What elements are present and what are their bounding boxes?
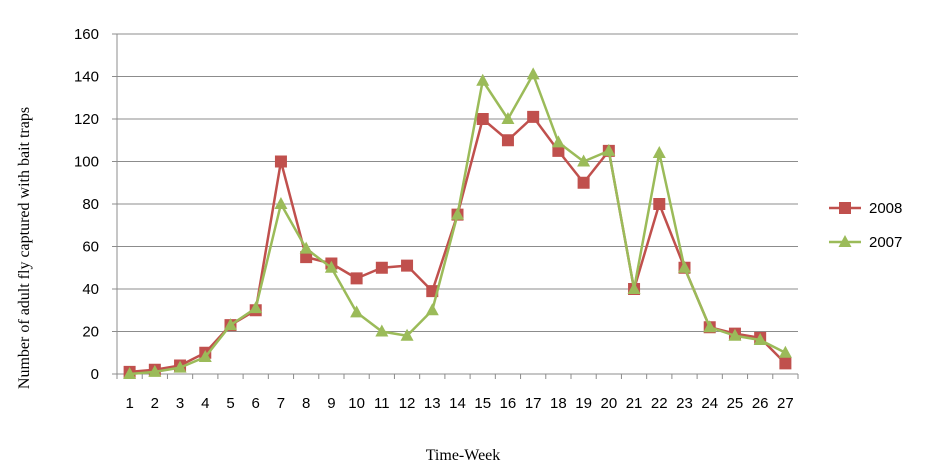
x-tick-label: 21 <box>626 395 643 412</box>
legend-label: 2007 <box>869 234 902 251</box>
x-tick-label: 7 <box>277 395 285 412</box>
data-point-2008 <box>552 144 565 157</box>
x-tick-label: 26 <box>752 395 769 412</box>
x-axis-title: Time-Week <box>426 447 501 464</box>
data-point-2007 <box>501 112 515 124</box>
data-point-2008 <box>300 251 313 264</box>
y-tick-label: 160 <box>74 26 99 43</box>
data-point-2007 <box>703 320 717 333</box>
series-2007 <box>123 67 792 379</box>
y-tick-label: 140 <box>74 69 99 86</box>
x-tick-label: 11 <box>374 395 390 412</box>
series-lines <box>123 67 792 379</box>
x-tick-label: 22 <box>651 395 668 412</box>
y-tick-label: 120 <box>74 111 99 128</box>
data-point-2007 <box>224 318 237 331</box>
data-point-2007 <box>148 364 162 377</box>
series-2008 <box>123 110 792 378</box>
data-point-2008 <box>527 110 540 123</box>
x-tick-label: 8 <box>302 395 310 412</box>
data-point-2008 <box>779 357 792 370</box>
data-point-2007 <box>173 360 187 373</box>
legend-item-2007: 2007 <box>829 234 902 251</box>
x-tick-label: 9 <box>327 395 335 412</box>
axes <box>112 33 799 379</box>
legend-marker <box>838 235 852 247</box>
x-tick-label: 25 <box>727 395 744 412</box>
data-point-2007 <box>577 154 591 167</box>
data-point-2008 <box>350 272 363 285</box>
legend-marker <box>839 202 851 214</box>
data-point-2007 <box>123 367 137 379</box>
x-tick-label: 2 <box>151 395 159 412</box>
x-tick-label: 6 <box>252 395 260 412</box>
data-point-2007 <box>274 197 288 209</box>
data-point-2008 <box>501 134 514 147</box>
data-point-2008 <box>476 113 489 125</box>
x-tick-label: 3 <box>176 395 184 412</box>
x-tick-label: 4 <box>201 395 209 412</box>
data-point-2008 <box>653 198 666 210</box>
x-tick-label: 27 <box>777 395 794 412</box>
gridlines <box>117 33 798 332</box>
x-tick-label: 18 <box>550 395 567 412</box>
data-point-2007 <box>198 350 212 362</box>
data-point-2007 <box>627 282 641 294</box>
data-point-2007 <box>652 146 666 158</box>
data-point-2007 <box>476 73 490 86</box>
x-tick-label: 1 <box>125 395 133 412</box>
x-tick-label: 16 <box>500 395 517 412</box>
y-tick-label: 80 <box>82 196 99 213</box>
y-tick-label: 100 <box>74 154 99 171</box>
x-tick-label: 19 <box>575 395 592 412</box>
y-tick-label: 20 <box>82 324 99 341</box>
data-point-2007 <box>375 324 389 337</box>
data-point-2008 <box>375 261 388 274</box>
x-tick-label: 24 <box>701 395 718 412</box>
data-point-2008 <box>274 155 287 168</box>
data-point-2008 <box>401 259 414 272</box>
x-tick-label: 13 <box>424 395 441 412</box>
y-tick-label: 60 <box>82 239 99 256</box>
x-tick-label: 17 <box>525 395 542 412</box>
y-axis-title: Number of adult fly captured with bait t… <box>16 107 33 389</box>
data-point-2007 <box>400 328 414 341</box>
x-tick-label: 15 <box>474 395 491 412</box>
data-point-2007 <box>602 143 616 156</box>
data-point-2007 <box>778 345 792 358</box>
data-point-2008 <box>577 176 590 189</box>
legend-item-2008: 2008 <box>829 200 902 217</box>
data-point-2007 <box>324 260 338 273</box>
x-tick-label: 20 <box>600 395 617 412</box>
x-tick-label: 23 <box>676 395 693 412</box>
data-point-2007 <box>678 260 691 273</box>
x-tick-label: 12 <box>399 395 416 412</box>
y-tick-label: 0 <box>91 366 99 383</box>
data-point-2007 <box>753 333 767 345</box>
legend: 2008 2007 <box>829 200 902 251</box>
data-point-2007 <box>350 305 364 318</box>
data-point-2007 <box>425 303 439 316</box>
x-tick-label: 5 <box>226 395 234 412</box>
data-point-2007 <box>551 135 565 148</box>
x-tick-label: 10 <box>348 395 365 412</box>
data-point-2007 <box>526 67 540 80</box>
series-line-2008 <box>129 115 787 374</box>
legend-label: 2008 <box>869 200 902 217</box>
data-point-2007 <box>728 328 742 341</box>
data-point-2007 <box>249 301 263 314</box>
data-point-2007 <box>451 207 464 220</box>
y-tick-label: 40 <box>82 281 99 298</box>
data-point-2007 <box>299 241 313 254</box>
x-tick-label: 14 <box>449 395 466 412</box>
